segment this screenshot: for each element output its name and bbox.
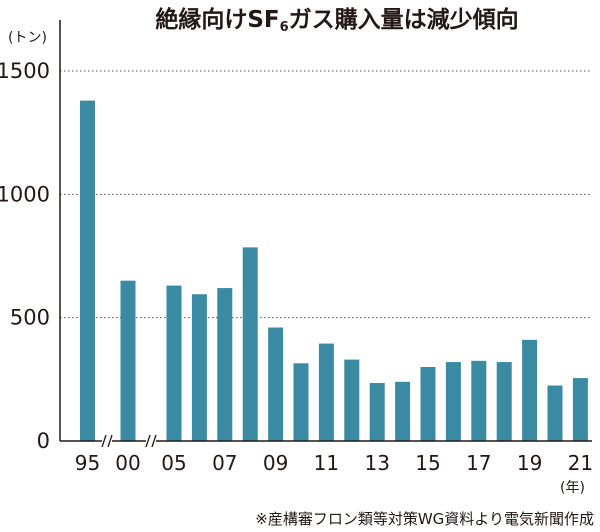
bar-09 (268, 327, 284, 441)
x-tick-label: 09 (263, 451, 288, 475)
bar-18 (496, 362, 512, 441)
x-tick-label: 15 (415, 451, 440, 475)
source-note: ※産構審フロン類等対策WG資料より電気新聞作成 (255, 510, 594, 528)
bar-95 (80, 100, 95, 441)
bar-10 (293, 363, 309, 441)
x-tick-label: 21 (568, 451, 593, 475)
x-axis-unit: (年) (560, 480, 585, 496)
bars (80, 100, 588, 441)
chart-title: 絶縁向けSF6ガス購入量は減少傾向 (155, 6, 518, 35)
bar-08 (242, 247, 258, 441)
bar-06 (191, 294, 207, 441)
x-tick-label: 13 (364, 451, 389, 475)
bar-17 (471, 360, 487, 441)
grid-lines (60, 70, 592, 319)
bar-15 (420, 367, 436, 441)
y-axis-ticks: 0 500 1000 1500 (0, 59, 50, 453)
axis-break-2 (145, 434, 157, 448)
bar-13 (369, 383, 385, 441)
bar-00 (120, 280, 136, 441)
y-tick-label: 500 (10, 306, 50, 330)
axis-break-1 (101, 434, 113, 448)
bar-16 (445, 362, 461, 441)
x-tick-label: 07 (212, 451, 237, 475)
axis-breaks (101, 434, 157, 448)
bar-07 (217, 288, 233, 441)
y-tick-label: 1000 (0, 182, 50, 206)
x-tick-label: 19 (517, 451, 542, 475)
bar-05 (166, 285, 182, 441)
bar-11 (318, 343, 334, 441)
y-axis-unit: (トン) (8, 30, 47, 46)
x-tick-label: 17 (466, 451, 491, 475)
bar-12 (344, 359, 360, 441)
y-tick-label: 1500 (0, 59, 50, 83)
y-tick-label: 0 (37, 429, 50, 453)
bar-14 (395, 381, 411, 441)
bar-20 (547, 385, 563, 441)
x-tick-label: 05 (161, 451, 186, 475)
x-tick-label: 11 (314, 451, 339, 475)
x-axis-ticks: 95 00 05 07 09 11 13 15 17 19 21 (75, 451, 593, 475)
x-tick-label: 00 (115, 451, 140, 475)
bar-19 (522, 339, 538, 441)
x-tick-label: 95 (75, 451, 100, 475)
bar-21 (572, 378, 588, 441)
